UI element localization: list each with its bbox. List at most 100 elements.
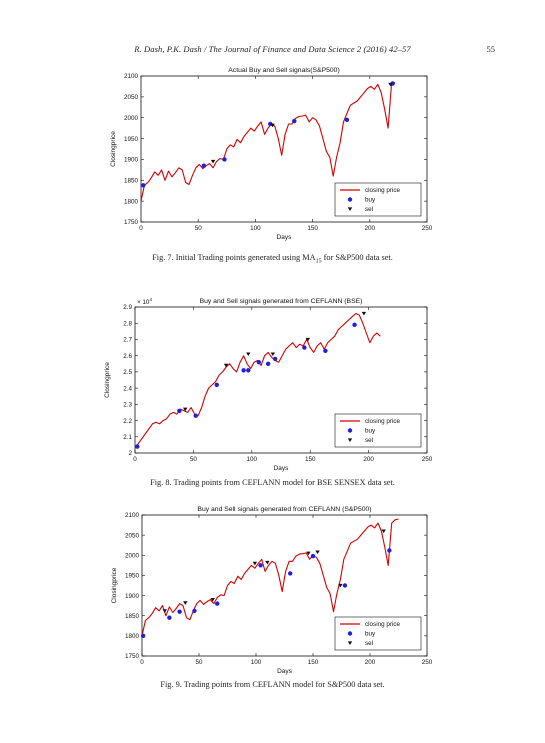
y-tick-label: 1900 [125,593,140,600]
buy-signal-point [292,118,297,124]
y-tick-label: 2.2 [123,418,132,425]
sell-signal-point [246,352,251,357]
buy-signal-point [310,553,316,559]
y-tick-label: 2000 [125,552,140,559]
buy-signal-point [256,359,262,365]
sell-signal-point [210,159,216,164]
legend-swatch-sell [347,641,353,645]
legend-label-closing-price: closing price [365,621,400,628]
sell-signal-point [381,529,386,534]
y-tick-label: 2.3 [123,402,132,409]
x-tick-label: 50 [195,225,203,232]
series-line-closing-price [140,81,396,202]
chart-title: Buy and Sell signals generated from CEFL… [197,506,371,513]
buy-signal-point [135,444,140,449]
figure-7-chart: Actual Buy and Sell signals(S&P500) 0 50 10… [110,67,433,241]
x-tick-label: 250 [422,225,433,232]
x-tick-label: 200 [365,659,376,666]
axis-exponent-label: × 104 [137,297,152,306]
legend-swatch-sell [347,207,353,211]
y-tick-label: 1950 [124,136,139,143]
x-axis-label: Days [274,465,290,472]
sell-signal-point [252,561,258,566]
legend-label-sell: sel [365,206,373,213]
buy-signal-point [258,563,263,568]
y-tick-label: 2.5 [123,369,132,376]
y-tick-label: 1800 [125,633,140,640]
plot-frame [140,75,428,223]
y-tick-label: 2.1 [123,434,132,441]
y-tick-label: 2050 [124,94,139,101]
legend-label-sell: sel [365,437,373,444]
buy-signal-point [192,608,197,614]
x-tick-label: 250 [422,659,433,666]
running-title: R. Dash, P.K. Dash / The Journal of Fina… [134,44,411,54]
y-tick-label: 2100 [124,73,139,80]
y-tick-label: 2100 [125,512,140,519]
legend-label-buy: buy [365,631,376,638]
x-tick-label: 200 [363,456,374,463]
x-tick-label: 50 [190,456,198,463]
legend-swatch-buy [347,428,353,433]
y-axis-label: Closingprice [111,567,118,603]
buy-signal-point [241,368,246,373]
y-tick-label: 2.9 [123,304,132,311]
sell-signal-point [270,123,275,128]
x-tick-label: 150 [308,659,319,666]
x-tick-label: 0 [139,225,143,232]
sell-signal-point [183,407,188,412]
buy-signal-point [246,368,251,373]
sell-signal-point [162,609,167,613]
buy-signal-point [140,633,146,639]
figure-8-caption: Fig. 8. Trading points from CEFLANN mode… [150,478,395,487]
x-tick-label: 250 [422,456,433,463]
buy-signal-point [222,157,227,162]
running-header: R. Dash, P.K. Dash / The Journal of Fina… [0,44,545,58]
figure-7-caption: Fig. 7. Initial Trading points generated… [152,253,393,265]
series-line-closing-price [141,518,399,637]
buy-signal-point [272,356,278,362]
x-tick-label: 150 [307,225,318,232]
buy-signal-point [141,183,146,188]
legend-label-sell: sel [365,640,373,647]
sell-signal-point [388,82,393,87]
legend-swatch-sell [347,438,353,442]
sell-signal-point [265,560,270,565]
plot-frame [134,306,428,454]
buy-signal-point [387,548,392,553]
chart-title: Actual Buy and Sell signals(S&P500) [228,67,339,74]
buy-signal-point [265,361,271,366]
buy-signal-point [352,322,357,328]
buy-signal-point [288,571,293,576]
x-tick-label: 0 [140,659,144,666]
sell-signal-point [305,337,311,342]
axis-exponent-power: 4 [149,297,152,302]
y-tick-label: 2.6 [123,353,132,360]
buy-signal-point [193,413,198,418]
buy-signal-point [344,117,350,122]
legend-swatch-buy [347,197,353,202]
y-tick-label: 1750 [125,653,140,660]
x-axis-label: Days [277,234,293,241]
x-tick-label: 100 [250,225,261,232]
page-number: 55 [486,44,496,54]
y-axis-label: Closingprice [110,131,117,167]
legend-label-buy: buy [365,428,376,435]
buy-signal-point [214,382,219,388]
buy-signal-point [342,583,348,588]
legend-swatch-buy [347,631,353,636]
plot-frame [141,514,428,657]
x-tick-label: 100 [247,456,258,463]
sell-signal-point [223,363,229,368]
buy-signal-point [167,615,172,620]
x-tick-label: 200 [365,225,376,232]
figure-9-caption: Fig. 9. Trading points from CEFLANN mode… [160,680,385,689]
legend-label-buy: buy [365,197,376,204]
y-tick-label: 1850 [124,177,139,184]
y-tick-label: 1950 [125,573,140,580]
y-tick-label: 2.7 [123,337,132,344]
sell-signal-point [306,551,311,556]
sell-signal-point [315,550,320,555]
y-tick-label: 2000 [124,115,139,122]
y-tick-label: 2050 [125,532,140,539]
